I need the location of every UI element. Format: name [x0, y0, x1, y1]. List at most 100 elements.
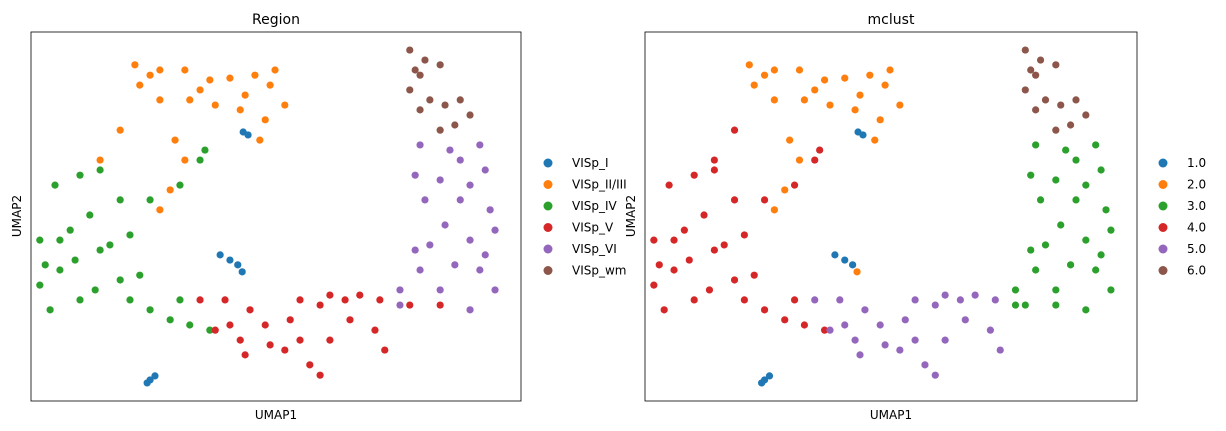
region-panel: Region UMAP1 UMAP2 VISp_IVISp_II/IIIVISp…	[10, 12, 627, 422]
scatter-point	[316, 371, 324, 379]
scatter-point	[705, 286, 714, 294]
scatter-point	[1041, 241, 1050, 249]
scatter-point	[730, 276, 739, 284]
scatter-point	[326, 336, 334, 344]
scatter-point	[1041, 96, 1050, 104]
scatter-point	[1082, 111, 1090, 119]
scatter-point	[281, 101, 289, 109]
scatter-point	[416, 266, 424, 274]
scatter-point	[41, 261, 49, 269]
scatter-point	[1021, 46, 1029, 54]
region-xlabel: UMAP1	[255, 408, 297, 422]
scatter-point	[851, 336, 859, 344]
scatter-point	[800, 321, 809, 329]
scatter-point	[820, 326, 829, 334]
scatter-point	[650, 236, 658, 244]
scatter-point	[1097, 251, 1105, 259]
scatter-point	[871, 136, 879, 144]
scatter-point	[1027, 66, 1035, 74]
legend-marker	[543, 201, 553, 211]
scatter-point	[876, 321, 884, 329]
scatter-point	[176, 181, 184, 189]
scatter-point	[1072, 96, 1080, 104]
scatter-point	[1057, 101, 1065, 109]
scatter-point	[670, 236, 678, 244]
mclust-axes-frame	[644, 31, 1138, 402]
scatter-point	[1082, 181, 1090, 189]
scatter-point	[411, 66, 419, 74]
scatter-point	[795, 156, 804, 164]
scatter-point	[941, 291, 949, 299]
scatter-point	[426, 96, 434, 104]
scatter-point	[1032, 266, 1040, 274]
scatter-point	[76, 171, 84, 179]
scatter-point	[241, 91, 249, 99]
scatter-point	[881, 81, 889, 89]
scatter-point	[1036, 56, 1045, 64]
scatter-point	[416, 71, 424, 79]
scatter-point	[456, 156, 464, 164]
scatter-point	[486, 206, 494, 214]
scatter-point	[96, 166, 104, 174]
scatter-point	[226, 321, 234, 329]
scatter-point	[341, 296, 349, 304]
scatter-point	[481, 166, 489, 174]
scatter-point	[296, 336, 304, 344]
scatter-point	[236, 106, 244, 114]
scatter-point	[991, 296, 999, 304]
scatter-point	[306, 361, 314, 369]
scatter-point	[451, 261, 459, 269]
scatter-point	[710, 166, 718, 174]
scatter-point	[376, 296, 384, 304]
scatter-point	[710, 156, 718, 164]
scatter-point	[236, 336, 244, 344]
legend-label: VISp_IV	[572, 199, 618, 213]
scatter-point	[956, 296, 964, 304]
legend-label: 2.0	[1187, 178, 1206, 192]
scatter-point	[206, 76, 214, 84]
scatter-point	[221, 296, 229, 304]
scatter-point	[650, 281, 658, 289]
legend-marker	[1158, 180, 1168, 189]
scatter-point	[961, 316, 969, 324]
scatter-point	[476, 266, 484, 274]
scatter-point	[206, 326, 214, 334]
scatter-point	[690, 171, 698, 179]
scatter-point	[931, 301, 939, 309]
scatter-point	[396, 301, 404, 309]
scatter-point	[800, 96, 809, 104]
mclust-title: mclust	[868, 12, 915, 28]
scatter-point	[411, 171, 419, 179]
scatter-point	[881, 341, 889, 349]
scatter-point	[261, 116, 269, 124]
scatter-point	[281, 346, 289, 354]
scatter-point	[1072, 156, 1080, 164]
mclust-xlabel: UMAP1	[870, 408, 912, 422]
scatter-point	[1021, 301, 1029, 309]
scatter-point	[730, 126, 739, 134]
scatter-point	[811, 86, 819, 94]
scatter-point	[1021, 86, 1029, 94]
scatter-point	[826, 326, 834, 334]
scatter-point	[441, 101, 449, 109]
scatter-point	[781, 316, 789, 324]
scatter-point	[96, 156, 104, 164]
scatter-point	[346, 316, 354, 324]
scatter-point	[1066, 121, 1075, 129]
scatter-point	[396, 286, 404, 294]
scatter-point	[685, 256, 693, 264]
scatter-point	[226, 74, 234, 82]
scatter-point	[911, 296, 919, 304]
scatter-point	[234, 261, 242, 269]
scatter-point	[795, 66, 804, 74]
scatter-point	[1032, 71, 1040, 79]
scatter-point	[876, 116, 884, 124]
scatter-point	[416, 106, 424, 114]
scatter-point	[456, 196, 464, 204]
scatter-point	[665, 181, 673, 189]
scatter-point	[911, 336, 919, 344]
legend-label: 4.0	[1187, 221, 1206, 235]
scatter-point	[700, 211, 708, 219]
legend-marker	[543, 158, 553, 168]
scatter-point	[226, 256, 234, 264]
